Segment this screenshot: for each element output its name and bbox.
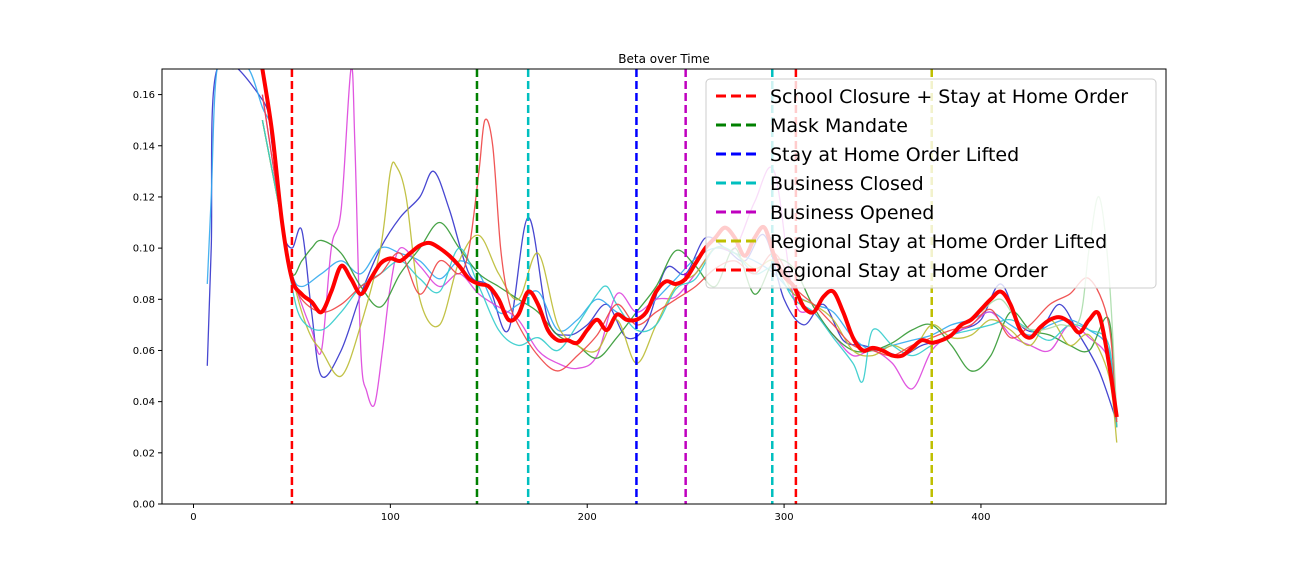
plot-frame	[161, 68, 1167, 505]
x-tick-label: 200	[578, 512, 597, 523]
y-tick-label: 0.02	[133, 448, 155, 459]
y-tick-label: 0.16	[133, 90, 155, 101]
series-line-6	[261, 120, 1118, 428]
legend-label: Mask Mandate	[770, 115, 908, 137]
series-line-7	[261, 94, 1118, 423]
y-tick-label: 0.04	[133, 397, 155, 408]
legend-label: Business Opened	[770, 202, 934, 224]
x-axis-ticks: 0 100 200 300 400	[190, 504, 990, 523]
series-line-5	[261, 120, 1118, 443]
legend: School Closure + Stay at Home Order Mask …	[705, 78, 1157, 289]
legend-box	[705, 78, 1157, 289]
x-tick-label: 100	[381, 512, 400, 523]
mean-series-line	[260, 69, 1119, 418]
legend-label: Regional Stay at Home Order Lifted	[770, 231, 1107, 253]
y-tick-label: 0.10	[133, 244, 155, 255]
x-tick-label: 0	[190, 512, 196, 523]
legend-label: Business Closed	[770, 173, 924, 195]
legend-label: Stay at Home Order Lifted	[770, 144, 1019, 166]
y-tick-label: 0.06	[133, 346, 155, 357]
y-tick-label: 0.00	[133, 500, 155, 511]
x-tick-label: 400	[971, 512, 990, 523]
y-tick-label: 0.14	[133, 141, 155, 152]
x-tick-label: 300	[775, 512, 794, 523]
mean-layer	[260, 69, 1119, 418]
y-axis-ticks: 0.00 0.02 0.04 0.06 0.08 0.10 0.12 0.14 0.16	[133, 90, 162, 511]
y-tick-label: 0.12	[133, 192, 155, 203]
chart-title: Beta over Time	[618, 52, 709, 66]
legend-label: School Closure + Stay at Home Order	[770, 86, 1128, 108]
series-line-4	[261, 120, 1118, 428]
y-tick-label: 0.08	[133, 295, 155, 306]
legend-label: Regional Stay at Home Order	[770, 260, 1048, 282]
